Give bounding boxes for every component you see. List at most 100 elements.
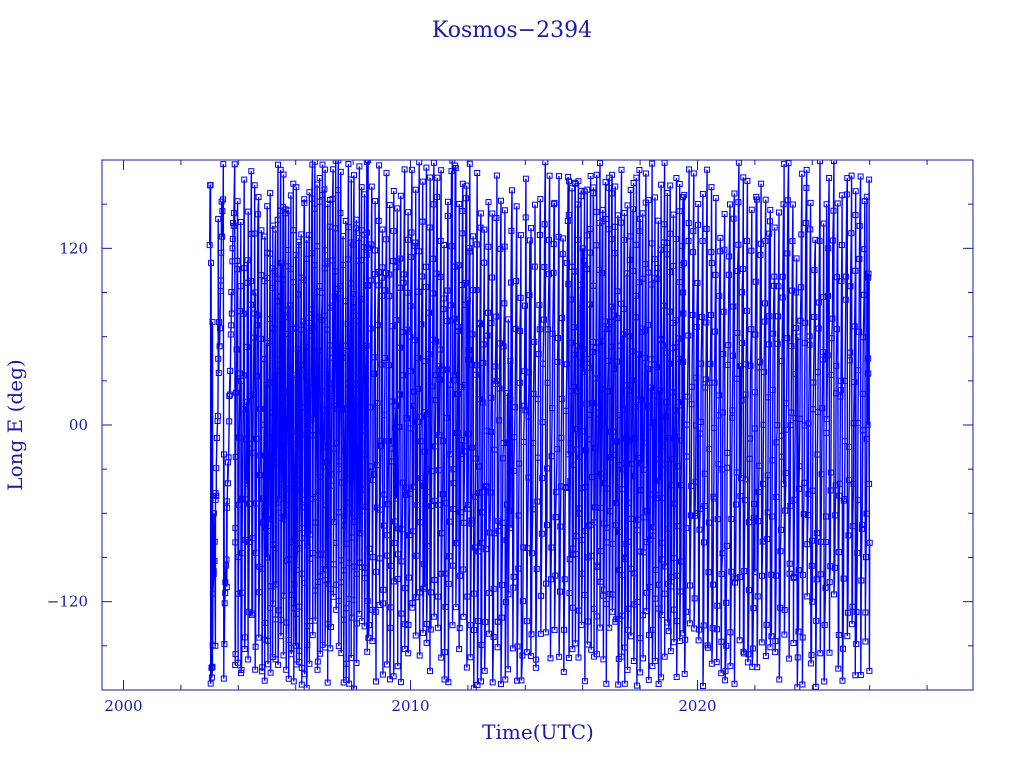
data-point <box>683 453 690 460</box>
data-point <box>762 237 769 244</box>
data-point <box>308 306 315 313</box>
data-point <box>408 229 415 236</box>
data-point <box>513 203 520 210</box>
data-point <box>456 646 463 653</box>
data-point <box>373 568 380 575</box>
data-point <box>814 451 821 458</box>
data-point <box>630 268 637 274</box>
data-point <box>279 276 286 283</box>
data-point <box>719 409 726 416</box>
data-point <box>842 273 849 280</box>
data-point <box>465 347 472 354</box>
data-point <box>491 446 498 453</box>
data-point <box>699 191 706 197</box>
data-point <box>259 668 266 675</box>
data-point <box>553 489 560 495</box>
data-point <box>276 356 283 363</box>
data-point <box>703 225 710 232</box>
data-point <box>826 175 833 181</box>
data-point <box>349 480 356 487</box>
data-point <box>300 362 307 369</box>
data-point <box>680 630 687 637</box>
data-point <box>819 405 826 412</box>
data-point <box>424 543 431 550</box>
data-point <box>324 326 330 333</box>
data-point <box>350 304 357 311</box>
data-point <box>519 652 526 659</box>
data-point <box>234 257 241 264</box>
data-point <box>660 443 666 450</box>
data-point <box>773 439 780 446</box>
data-point <box>517 232 524 239</box>
data-point <box>266 316 273 323</box>
data-point <box>210 568 217 575</box>
data-point <box>578 193 585 200</box>
data-point <box>268 484 275 491</box>
data-point <box>545 326 551 333</box>
data-point <box>706 519 712 526</box>
data-point <box>687 582 693 589</box>
data-point <box>661 653 668 660</box>
data-point <box>401 166 408 173</box>
data-point <box>374 462 381 469</box>
data-point <box>859 522 866 528</box>
data-point <box>472 493 479 500</box>
data-point <box>747 435 753 442</box>
data-point <box>786 655 793 662</box>
data-point <box>307 555 313 562</box>
data-point <box>616 528 623 535</box>
data-point <box>211 558 218 564</box>
data-point <box>516 379 523 386</box>
data-point <box>704 166 711 173</box>
data-point <box>404 289 411 296</box>
data-point <box>630 658 637 664</box>
data-point <box>393 495 400 502</box>
data-point <box>762 196 769 203</box>
data-point <box>625 499 632 506</box>
data-point <box>324 679 331 686</box>
data-point <box>544 465 551 472</box>
data-point <box>815 299 822 306</box>
data-point <box>656 581 662 588</box>
data-point <box>818 471 825 478</box>
data-point <box>508 227 515 234</box>
data-point <box>343 540 350 547</box>
data-point <box>538 530 545 537</box>
data-point <box>431 577 438 583</box>
data-point <box>213 465 220 472</box>
data-point <box>280 652 287 659</box>
data-point <box>727 663 734 670</box>
data-point <box>325 524 332 531</box>
data-point <box>574 236 581 243</box>
data-point <box>601 586 607 593</box>
data-point <box>644 403 651 410</box>
data-point <box>761 318 768 325</box>
data-point <box>285 636 292 643</box>
data-point <box>776 209 782 216</box>
data-point <box>682 608 689 615</box>
data-point <box>613 500 620 506</box>
data-point <box>712 195 719 202</box>
data-point <box>670 262 677 269</box>
data-point <box>320 463 327 470</box>
data-point <box>703 319 710 326</box>
data-point <box>858 525 865 532</box>
data-point <box>690 228 697 235</box>
data-point <box>278 433 285 440</box>
data-point <box>563 407 570 414</box>
data-point <box>232 453 239 460</box>
data-point <box>407 425 414 432</box>
data-point <box>457 509 464 516</box>
data-point <box>659 495 666 502</box>
data-point <box>211 538 218 545</box>
data-point <box>707 360 714 367</box>
data-point <box>680 289 687 296</box>
data-point <box>408 166 415 173</box>
data-point <box>445 679 452 686</box>
data-point <box>661 221 668 228</box>
data-point <box>856 223 863 229</box>
data-point <box>643 608 650 615</box>
data-point <box>712 271 719 278</box>
data-point <box>597 548 604 555</box>
